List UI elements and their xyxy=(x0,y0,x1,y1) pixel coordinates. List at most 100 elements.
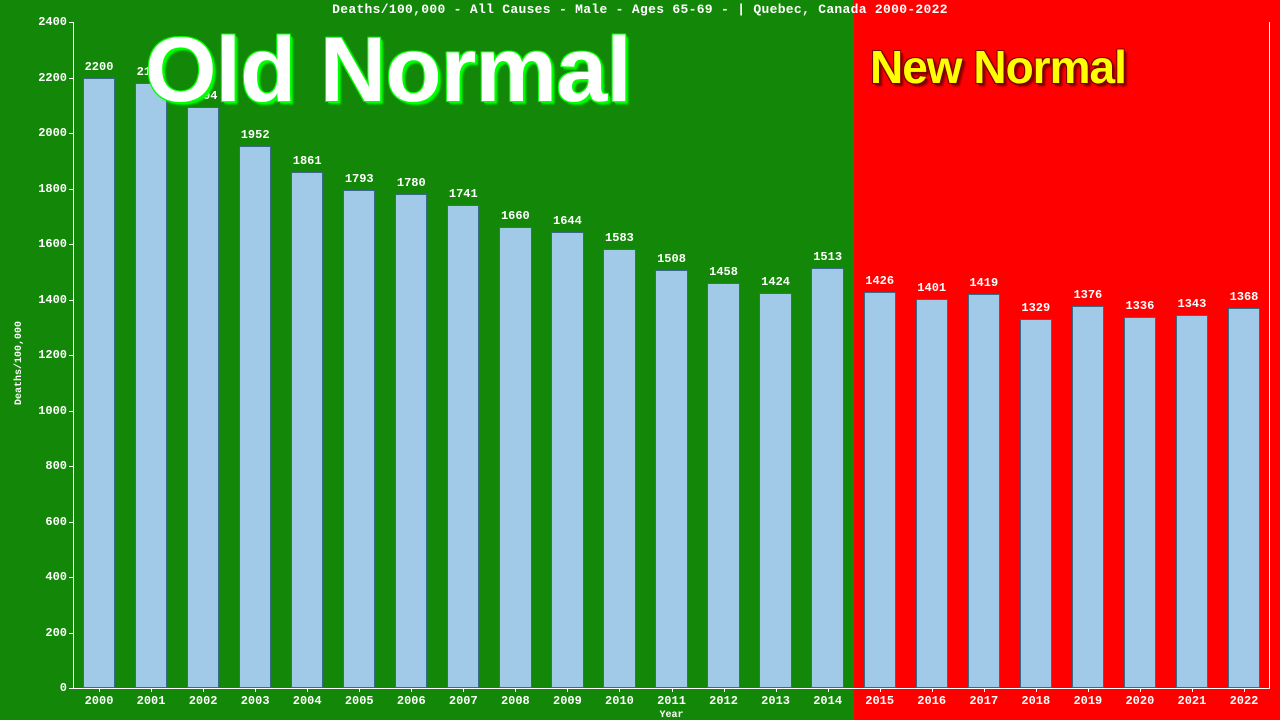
bar-value-label: 1368 xyxy=(1230,290,1259,304)
y-tick-label: 800 xyxy=(45,459,67,473)
bar-value-label: 1861 xyxy=(293,154,322,168)
x-tick-label: 2010 xyxy=(605,694,634,708)
x-tick-mark xyxy=(1088,688,1089,692)
x-tick-mark xyxy=(776,688,777,692)
y-tick-mark xyxy=(69,22,73,23)
bar xyxy=(968,294,1000,688)
x-tick-mark xyxy=(1140,688,1141,692)
x-tick-label: 2005 xyxy=(345,694,374,708)
y-tick-label: 200 xyxy=(45,626,67,640)
overlay-old-normal: Old Normal xyxy=(145,18,631,123)
bar xyxy=(395,194,427,688)
y-axis-label: Deaths/100,000 xyxy=(14,321,25,405)
y-tick-mark xyxy=(69,411,73,412)
x-tick-label: 2018 xyxy=(1021,694,1050,708)
x-tick-mark xyxy=(1244,688,1245,692)
y-tick-mark xyxy=(69,78,73,79)
x-tick-mark xyxy=(359,688,360,692)
y-tick-mark xyxy=(69,355,73,356)
bar-value-label: 1343 xyxy=(1178,297,1207,311)
x-tick-mark xyxy=(984,688,985,692)
bar xyxy=(187,107,219,688)
x-tick-mark xyxy=(619,688,620,692)
x-tick-label: 2007 xyxy=(449,694,478,708)
bar-value-label: 1513 xyxy=(813,250,842,264)
x-tick-label: 2011 xyxy=(657,694,686,708)
x-tick-mark xyxy=(724,688,725,692)
y-tick-label: 1000 xyxy=(38,404,67,418)
x-tick-mark xyxy=(99,688,100,692)
chart-container: Deaths/100,000 - All Causes - Male - Age… xyxy=(0,0,1280,720)
bar xyxy=(707,283,739,688)
x-tick-mark xyxy=(567,688,568,692)
bar-value-label: 1583 xyxy=(605,231,634,245)
bar xyxy=(291,172,323,688)
bar-value-label: 1660 xyxy=(501,209,530,223)
bar xyxy=(1020,319,1052,688)
bar-value-label: 1336 xyxy=(1125,299,1154,313)
x-tick-label: 2000 xyxy=(85,694,114,708)
bar-value-label: 1741 xyxy=(449,187,478,201)
y-tick-label: 1800 xyxy=(38,182,67,196)
bar-value-label: 1780 xyxy=(397,176,426,190)
x-tick-label: 2003 xyxy=(241,694,270,708)
overlay-new-normal: New Normal xyxy=(870,40,1126,94)
x-tick-mark xyxy=(411,688,412,692)
bar xyxy=(239,146,271,688)
bar xyxy=(1072,306,1104,688)
bar xyxy=(603,249,635,688)
x-tick-mark xyxy=(151,688,152,692)
bar-value-label: 1952 xyxy=(241,128,270,142)
y-tick-mark xyxy=(69,522,73,523)
bar xyxy=(916,299,948,688)
bar-value-label: 1458 xyxy=(709,265,738,279)
x-tick-label: 2021 xyxy=(1178,694,1207,708)
y-axis-line-right xyxy=(1269,22,1270,688)
bar-value-label: 1508 xyxy=(657,252,686,266)
x-axis-label: Year xyxy=(73,710,1270,720)
y-tick-label: 1600 xyxy=(38,237,67,251)
bar-value-label: 1419 xyxy=(969,276,998,290)
bar xyxy=(1176,315,1208,688)
y-tick-mark xyxy=(69,244,73,245)
bar xyxy=(551,232,583,688)
y-tick-label: 0 xyxy=(60,681,67,695)
x-tick-mark xyxy=(515,688,516,692)
bar xyxy=(83,78,115,689)
x-tick-label: 2004 xyxy=(293,694,322,708)
bar xyxy=(655,270,687,688)
bar xyxy=(1228,308,1260,688)
y-tick-label: 1400 xyxy=(38,293,67,307)
y-tick-mark xyxy=(69,300,73,301)
y-tick-label: 2000 xyxy=(38,126,67,140)
bar xyxy=(135,83,167,688)
x-tick-label: 2014 xyxy=(813,694,842,708)
y-tick-mark xyxy=(69,577,73,578)
x-tick-label: 2019 xyxy=(1073,694,1102,708)
y-tick-label: 2400 xyxy=(38,15,67,29)
x-tick-mark xyxy=(1192,688,1193,692)
y-tick-label: 400 xyxy=(45,570,67,584)
x-tick-label: 2022 xyxy=(1230,694,1259,708)
bar xyxy=(447,205,479,688)
bar xyxy=(343,190,375,688)
y-tick-mark xyxy=(69,688,73,689)
y-tick-label: 2200 xyxy=(38,71,67,85)
y-tick-mark xyxy=(69,466,73,467)
bar xyxy=(759,293,791,688)
chart-title: Deaths/100,000 - All Causes - Male - Age… xyxy=(0,2,1280,17)
bar-value-label: 1376 xyxy=(1073,288,1102,302)
y-tick-label: 1200 xyxy=(38,348,67,362)
x-tick-label: 2015 xyxy=(865,694,894,708)
x-tick-mark xyxy=(1036,688,1037,692)
x-tick-label: 2001 xyxy=(137,694,166,708)
bar-value-label: 2200 xyxy=(85,60,114,74)
x-tick-label: 2009 xyxy=(553,694,582,708)
bar-value-label: 1424 xyxy=(761,275,790,289)
x-tick-label: 2020 xyxy=(1125,694,1154,708)
x-tick-mark xyxy=(203,688,204,692)
x-tick-label: 2012 xyxy=(709,694,738,708)
x-tick-mark xyxy=(880,688,881,692)
x-tick-label: 2017 xyxy=(969,694,998,708)
bar xyxy=(864,292,896,688)
